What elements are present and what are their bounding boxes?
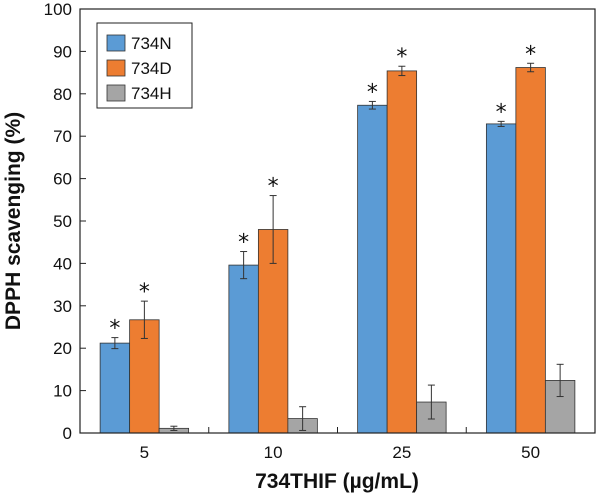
significance-markers: * * * * * * * * xyxy=(109,42,536,341)
y-tick-label: 30 xyxy=(53,297,72,316)
error-bars xyxy=(111,62,564,431)
y-tick-label: 70 xyxy=(53,127,72,146)
y-tick-label: 90 xyxy=(53,42,72,61)
y-axis-title: DPPH scavenging (%) xyxy=(2,112,25,330)
significance-star: * xyxy=(525,42,536,67)
bar-734D-25 xyxy=(386,70,418,434)
significance-star: * xyxy=(268,175,279,200)
y-tick-label: 60 xyxy=(53,170,72,189)
significance-star: * xyxy=(109,317,120,342)
significance-star: * xyxy=(139,280,150,305)
x-tick-label: 50 xyxy=(521,443,540,462)
bar-734N-50 xyxy=(485,123,517,434)
legend-label-734D: 734D xyxy=(131,59,172,78)
bar-734N-5 xyxy=(99,342,131,434)
legend-swatch-734H xyxy=(106,84,126,102)
plot-area-frame xyxy=(79,8,596,434)
legend: 734N 734D 734H xyxy=(96,22,193,109)
legend-swatch-734D xyxy=(106,59,126,77)
y-tick-label: 0 xyxy=(63,424,72,443)
significance-star: * xyxy=(396,45,407,70)
significance-star: * xyxy=(496,100,507,125)
x-axis-title: 734THIF (µg/mL) xyxy=(255,470,419,493)
y-tick-label: 50 xyxy=(53,212,72,231)
bar-734D-50 xyxy=(515,67,546,434)
x-tick-label: 25 xyxy=(392,443,411,462)
x-tick-label: 5 xyxy=(140,443,149,462)
legend-swatch-734N xyxy=(106,34,126,52)
bar-734N-10 xyxy=(228,264,259,434)
bar-734N-25 xyxy=(357,104,388,434)
y-tick-label: 40 xyxy=(53,254,72,273)
y-tick-label: 10 xyxy=(53,382,72,401)
significance-star: * xyxy=(367,80,378,105)
legend-label-734N: 734N xyxy=(131,34,172,53)
x-axis-ticks: 5 10 25 50 xyxy=(140,427,540,462)
significance-star: * xyxy=(238,231,249,256)
y-tick-label: 80 xyxy=(53,85,72,104)
y-tick-label: 100 xyxy=(44,0,72,19)
legend-label-734H: 734H xyxy=(131,84,172,103)
y-axis-ticks: 0 10 20 30 40 50 60 70 80 90 100 xyxy=(44,0,86,443)
y-tick-label: 20 xyxy=(53,339,72,358)
x-tick-label: 10 xyxy=(264,443,283,462)
